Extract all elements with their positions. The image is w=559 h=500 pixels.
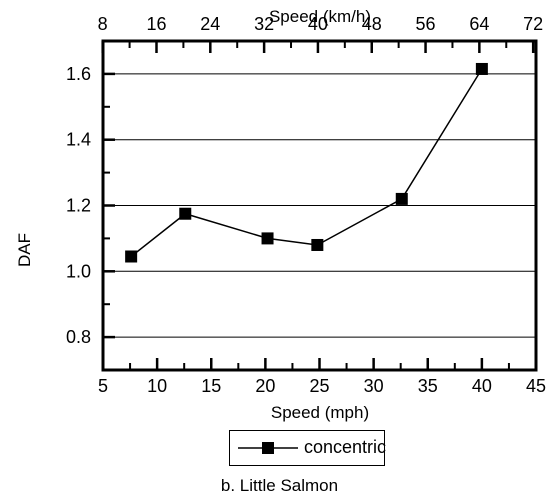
y-tick-label-3: 1.4 — [66, 130, 91, 150]
data-point-concentric-0 — [125, 250, 138, 263]
x2-tick-label-4: 40 — [308, 14, 328, 34]
x-tick-label-4: 25 — [309, 376, 329, 396]
series-concentric — [125, 62, 488, 263]
figure-caption: b. Little Salmon — [220, 476, 339, 495]
data-point-concentric-5 — [475, 62, 488, 75]
legend-swatch-concentric — [238, 442, 298, 454]
x2-tick-label-0: 8 — [98, 14, 108, 34]
x2-axis-title: Speed (km/h) — [269, 7, 371, 26]
grid-lines — [103, 73, 536, 338]
series-line-concentric — [130, 68, 483, 258]
x-tick-label-3: 20 — [255, 376, 275, 396]
y-tick-label-2: 1.2 — [66, 196, 91, 216]
data-point-concentric-1 — [179, 207, 192, 220]
x2-tick-label-2: 24 — [200, 14, 220, 34]
data-point-concentric-2 — [261, 232, 274, 245]
y-tick-label-1: 1.0 — [66, 261, 91, 281]
x-tick-label-0: 5 — [98, 376, 108, 396]
x2-tick-label-6: 56 — [416, 14, 436, 34]
x2-tick-label-1: 16 — [146, 14, 166, 34]
x2-tick-label-7: 64 — [469, 14, 489, 34]
data-point-concentric-3 — [311, 238, 324, 251]
x2-tick-label-3: 32 — [254, 14, 274, 34]
legend: concentric — [229, 430, 387, 466]
legend-label-concentric: concentric — [304, 437, 387, 457]
x-tick-label-6: 35 — [418, 376, 438, 396]
y-tick-label-0: 0.8 — [66, 327, 91, 347]
x-tick-label-8: 45 — [526, 376, 546, 396]
x2-tick-label-8: 72 — [523, 14, 543, 34]
data-point-concentric-4 — [395, 192, 408, 205]
x-tick-label-5: 30 — [364, 376, 384, 396]
x2-tick-label-5: 48 — [362, 14, 382, 34]
x-axis-title: Speed (mph) — [271, 403, 369, 422]
axis-ticks — [101, 40, 538, 371]
x-tick-label-2: 15 — [201, 376, 221, 396]
x-tick-label-7: 40 — [472, 376, 492, 396]
y-axis-title: DAF — [15, 233, 34, 267]
x-tick-label-1: 10 — [147, 376, 167, 396]
y-tick-label-4: 1.6 — [66, 64, 91, 84]
